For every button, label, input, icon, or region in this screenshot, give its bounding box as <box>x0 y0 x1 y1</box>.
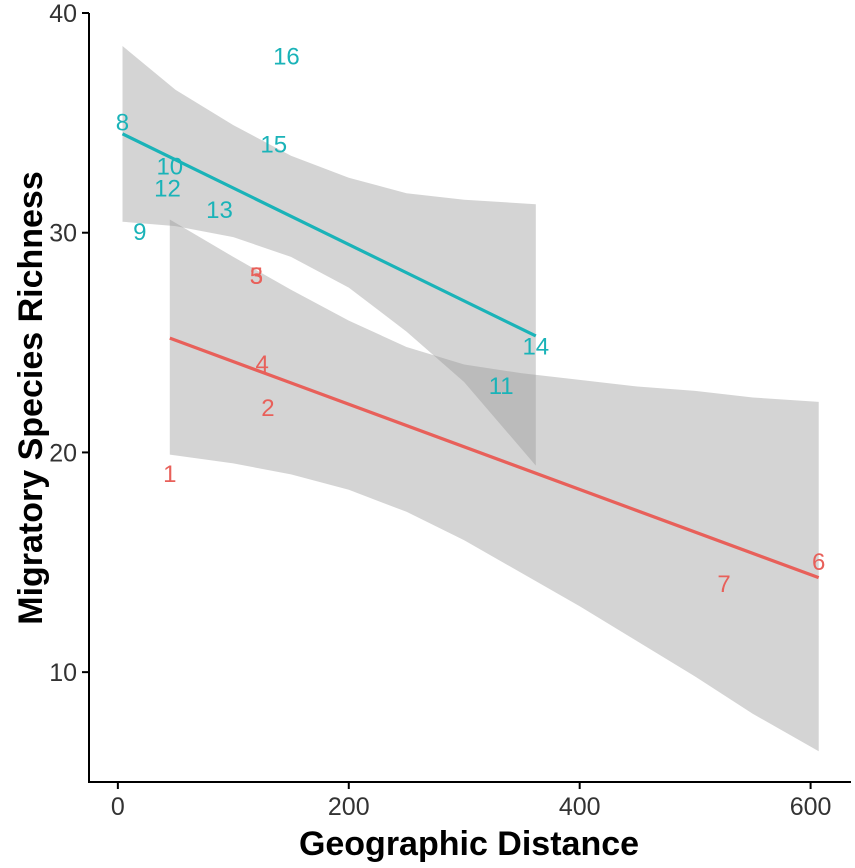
y-tick-label: 10 <box>49 659 77 687</box>
point-label-5: 5 <box>250 263 263 290</box>
confidence-band-2 <box>122 46 536 466</box>
regression-line-1 <box>169 336 820 580</box>
point-label-4: 4 <box>256 351 269 378</box>
point-label-1: 1 <box>163 461 176 488</box>
x-axis-title: Geographic Distance <box>299 825 639 863</box>
point-label-10: 10 <box>156 153 183 180</box>
point-label-16: 16 <box>273 43 300 70</box>
axes <box>88 13 851 783</box>
x-tick-label: 200 <box>328 793 370 821</box>
point-label-7: 7 <box>717 571 730 598</box>
y-tick-label: 40 <box>49 0 77 28</box>
point-label-13: 13 <box>206 197 233 224</box>
point-label-6: 6 <box>812 549 825 576</box>
y-tick-label: 30 <box>49 220 77 248</box>
point-label-2: 2 <box>261 395 274 422</box>
regression-line-2 <box>121 132 537 338</box>
regression-lines <box>121 132 820 580</box>
x-tick-label: 0 <box>111 793 125 821</box>
point-label-11: 11 <box>489 373 514 400</box>
point-label-9: 9 <box>133 219 146 246</box>
point-label-8: 8 <box>116 109 129 136</box>
y-axis-title: Migratory Species Richness <box>12 171 50 625</box>
point-label-15: 15 <box>260 131 287 158</box>
confidence-bands <box>122 46 819 752</box>
x-tick-label: 600 <box>790 793 832 821</box>
point-label-3: 3 <box>250 263 263 290</box>
y-tick-label: 20 <box>49 439 77 467</box>
point-label-14: 14 <box>522 333 549 360</box>
confidence-band-1 <box>169 219 819 752</box>
point-label-12: 12 <box>154 175 181 202</box>
x-tick-label: 400 <box>559 793 601 821</box>
ticks: 0 200 400 600 10 20 30 40 <box>49 0 831 821</box>
